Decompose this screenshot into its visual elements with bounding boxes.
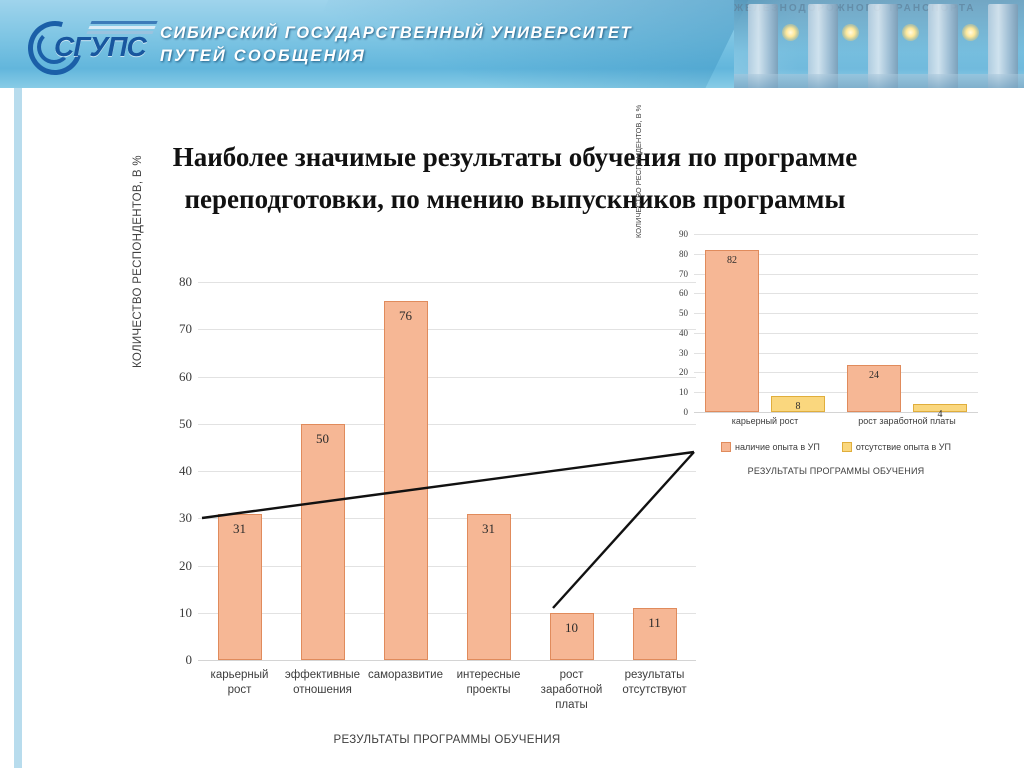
bar-value-label: 24	[869, 369, 879, 381]
grid-line	[198, 471, 696, 472]
bar-value-label: 10	[565, 619, 578, 635]
slide-title-line2: переподготовки, по мнению выпускников пр…	[184, 184, 846, 214]
legend-item[interactable]: отсутствие опыта в УП	[841, 442, 951, 452]
logo-inner-ring-icon	[37, 30, 71, 64]
bar-value-label: 31	[233, 520, 246, 536]
main-chart-bar: 31	[466, 513, 511, 660]
bar-value-label: 76	[399, 307, 412, 323]
legend-label: наличие опыта в УП	[735, 442, 820, 452]
inset-bar-chart: КОЛИЧЕСТВО РЕСПОНДЕНТОВ, В % 0 10 20 30 40 50…	[634, 105, 992, 496]
grid-line	[198, 565, 696, 567]
grid-line	[694, 412, 978, 413]
grid-line	[198, 282, 696, 283]
axis-tick-label: 50	[179, 415, 192, 431]
legend-label: отсутствие опыта в УП	[855, 442, 951, 452]
grid-line	[198, 612, 696, 614]
university-name-line2: ПУТЕЙ СООБЩЕНИЯ	[160, 47, 366, 65]
grid-line	[694, 253, 978, 255]
grid-line	[198, 376, 696, 378]
sgups-logo: СГУПС	[18, 11, 158, 85]
slide-title-line1: Наиболее значимые результаты обучения по…	[172, 142, 858, 172]
grid-line	[694, 332, 978, 334]
main-chart-category-label: рост заработной платы	[540, 669, 603, 711]
main-chart-plot-area: 31 50 76 31 10 11	[198, 282, 696, 661]
main-chart-y-axis-label: КОЛИЧЕСТВО РЕСПОНДЕНТОВ, В %	[132, 155, 144, 368]
main-chart-y-ticks: 0 10 20 30 40 50 60 70 80	[158, 274, 192, 667]
lamp-icon	[902, 24, 919, 41]
main-chart-category-label: интересные проекты	[456, 669, 521, 696]
axis-tick-label: 20	[179, 557, 192, 573]
inset-chart-x-axis-label: РЕЗУЛЬТАТЫ ПРОГРАММЫ ОБУЧЕНИЯ	[747, 466, 925, 476]
main-chart-category-label: карьерный рост	[210, 669, 269, 696]
grid-line	[694, 392, 978, 394]
axis-tick-label: 0	[683, 407, 689, 417]
bar-value-label: 4	[937, 409, 943, 421]
main-chart-bar: 31	[217, 513, 262, 660]
legend-swatch-icon	[841, 442, 852, 452]
university-name: СИБИРСКИЙ ГОСУДАРСТВЕННЫЙ УНИВЕРСИТЕТ ПУ…	[160, 22, 632, 68]
inset-chart-plot-area: 82 8 24 4	[694, 234, 978, 420]
axis-tick-label: 50	[679, 308, 688, 319]
university-name-line1: СИБИРСКИЙ ГОСУДАРСТВЕННЫЙ УНИВЕРСИТЕТ	[160, 24, 633, 42]
bar-value-label: 8	[795, 401, 801, 413]
grid-line	[694, 293, 978, 295]
inset-chart-bar: 4	[913, 404, 967, 420]
main-chart-bar: 11	[632, 608, 677, 660]
grid-line	[694, 352, 978, 354]
lamp-icon	[782, 24, 799, 41]
bar-value-label: 11	[648, 615, 661, 631]
grid-line	[694, 372, 978, 374]
inset-chart-bar: 82	[705, 249, 759, 412]
bar-value-label: 50	[316, 430, 329, 446]
header-photo-banner-text: ЖЕЛЕЗНОДОРОЖНОГО ТРАНСПОРТА	[734, 3, 976, 14]
grid-line	[694, 234, 978, 235]
axis-tick-label: 10	[679, 387, 688, 398]
main-chart-category-label: саморазвитие	[367, 669, 443, 681]
grid-line	[198, 660, 696, 661]
axis-tick-label: 60	[179, 368, 192, 384]
grid-line	[198, 423, 696, 425]
axis-tick-label: 40	[679, 327, 688, 338]
axis-tick-label: 40	[179, 463, 192, 478]
left-accent-bar	[14, 88, 22, 768]
grid-line	[694, 273, 978, 275]
axis-tick-label: 90	[679, 229, 688, 239]
inset-chart-y-axis-label: КОЛИЧЕСТВО РЕСПОНДЕНТОВ, В %	[634, 104, 643, 238]
lamp-icon	[962, 24, 979, 41]
axis-tick-label: 60	[679, 288, 688, 299]
slide-title: Наиболее значимые результаты обучения по…	[60, 136, 970, 220]
main-chart-bar: 76	[383, 300, 428, 660]
grid-line	[198, 518, 696, 520]
axis-tick-label: 80	[679, 248, 688, 259]
axis-tick-label: 70	[179, 321, 192, 337]
legend-swatch-icon	[721, 442, 732, 452]
inset-chart-legend: наличие опыта в УП отсутствие опыта в УП	[694, 442, 978, 452]
main-chart-category-label: результаты отсутствуют	[622, 669, 687, 696]
main-chart-bar: 50	[300, 423, 345, 660]
main-chart-category-label: эффективные отношения	[284, 669, 361, 696]
header-building-photo: ЖЕЛЕЗНОДОРОЖНОГО ТРАНСПОРТА	[734, 0, 1024, 88]
inset-chart-bar: 8	[771, 396, 825, 412]
legend-item[interactable]: наличие опыта в УП	[721, 442, 820, 452]
axis-tick-label: 10	[179, 604, 192, 620]
main-chart-bar: 10	[549, 612, 594, 660]
axis-tick-label: 20	[679, 367, 688, 378]
lamp-icon	[842, 24, 859, 41]
inset-chart-y-ticks: 0 10 20 30 40 50 60 70 80 90	[658, 229, 688, 417]
inset-chart-category-label: рост заработной платы	[858, 416, 956, 426]
axis-tick-label: 70	[679, 268, 688, 279]
grid-line	[198, 329, 696, 331]
inset-chart-bar: 24	[847, 364, 901, 412]
inset-chart-category-label: карьерный рост	[731, 416, 799, 426]
bar-value-label: 82	[727, 254, 737, 266]
axis-tick-label: 0	[185, 652, 193, 667]
main-chart-x-axis-label: РЕЗУЛЬТАТЫ ПРОГРАММЫ ОБУЧЕНИЯ	[333, 734, 561, 746]
logo-wordmark: СГУПС	[54, 31, 147, 62]
axis-tick-label: 30	[179, 510, 192, 526]
axis-tick-label: 80	[179, 274, 192, 289]
grid-line	[694, 313, 978, 315]
axis-tick-label: 30	[679, 347, 688, 358]
bar-value-label: 31	[482, 520, 495, 536]
page-header: ЖЕЛЕЗНОДОРОЖНОГО ТРАНСПОРТА СГУПС СИБИРС…	[0, 0, 1024, 88]
